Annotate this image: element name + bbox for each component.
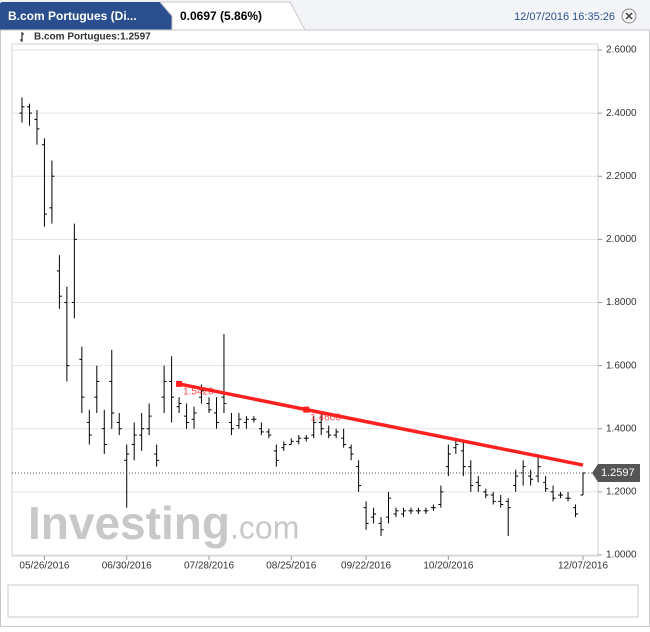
trendline-handle: [176, 380, 183, 387]
x-tick-label: 08/25/2016: [266, 561, 316, 572]
watermark: .com: [230, 509, 299, 545]
x-tick-label: 10/20/2016: [423, 561, 473, 572]
x-tick-label: 12/07/2016: [558, 561, 608, 572]
y-tick-label: 1.0000: [606, 550, 637, 561]
trendline-label: 1.4606: [310, 412, 341, 423]
title: B.com Portugues (Di...: [8, 9, 137, 23]
y-tick-label: 1.4000: [606, 423, 637, 434]
y-tick-label: 1.2000: [606, 487, 637, 498]
y-tick-label: 1.8000: [606, 297, 637, 308]
datetime: 12/07/2016 16:35:26: [514, 11, 615, 23]
close-icon: [625, 12, 633, 20]
last-price-label: 1.2597: [601, 467, 635, 479]
y-tick-label: 1.6000: [606, 360, 637, 371]
change-tab: [158, 1, 306, 31]
x-tick-label: 05/26/2016: [19, 561, 69, 572]
legend: B.com Portugues:1.2597: [34, 32, 151, 43]
change: 0.0697 (5.86%): [180, 9, 262, 23]
last-price-box: [592, 464, 640, 483]
y-tick-label: 2.6000: [606, 45, 637, 56]
watermark: Investing: [28, 497, 230, 549]
trendline-label: 1.5420: [183, 387, 214, 398]
x-tick-label: 07/28/2016: [184, 561, 234, 572]
legend-icon: [20, 32, 24, 42]
plot-area: [11, 43, 599, 557]
title-tab: [0, 2, 172, 30]
y-tick-label: 2.0000: [606, 234, 637, 245]
x-tick-label: 06/30/2016: [102, 561, 152, 572]
trendline-handle: [303, 406, 310, 413]
y-tick-label: 2.4000: [606, 108, 637, 119]
y-tick-label: 2.2000: [606, 171, 637, 182]
x-tick-label: 09/22/2016: [341, 561, 391, 572]
navigator: [7, 584, 639, 618]
